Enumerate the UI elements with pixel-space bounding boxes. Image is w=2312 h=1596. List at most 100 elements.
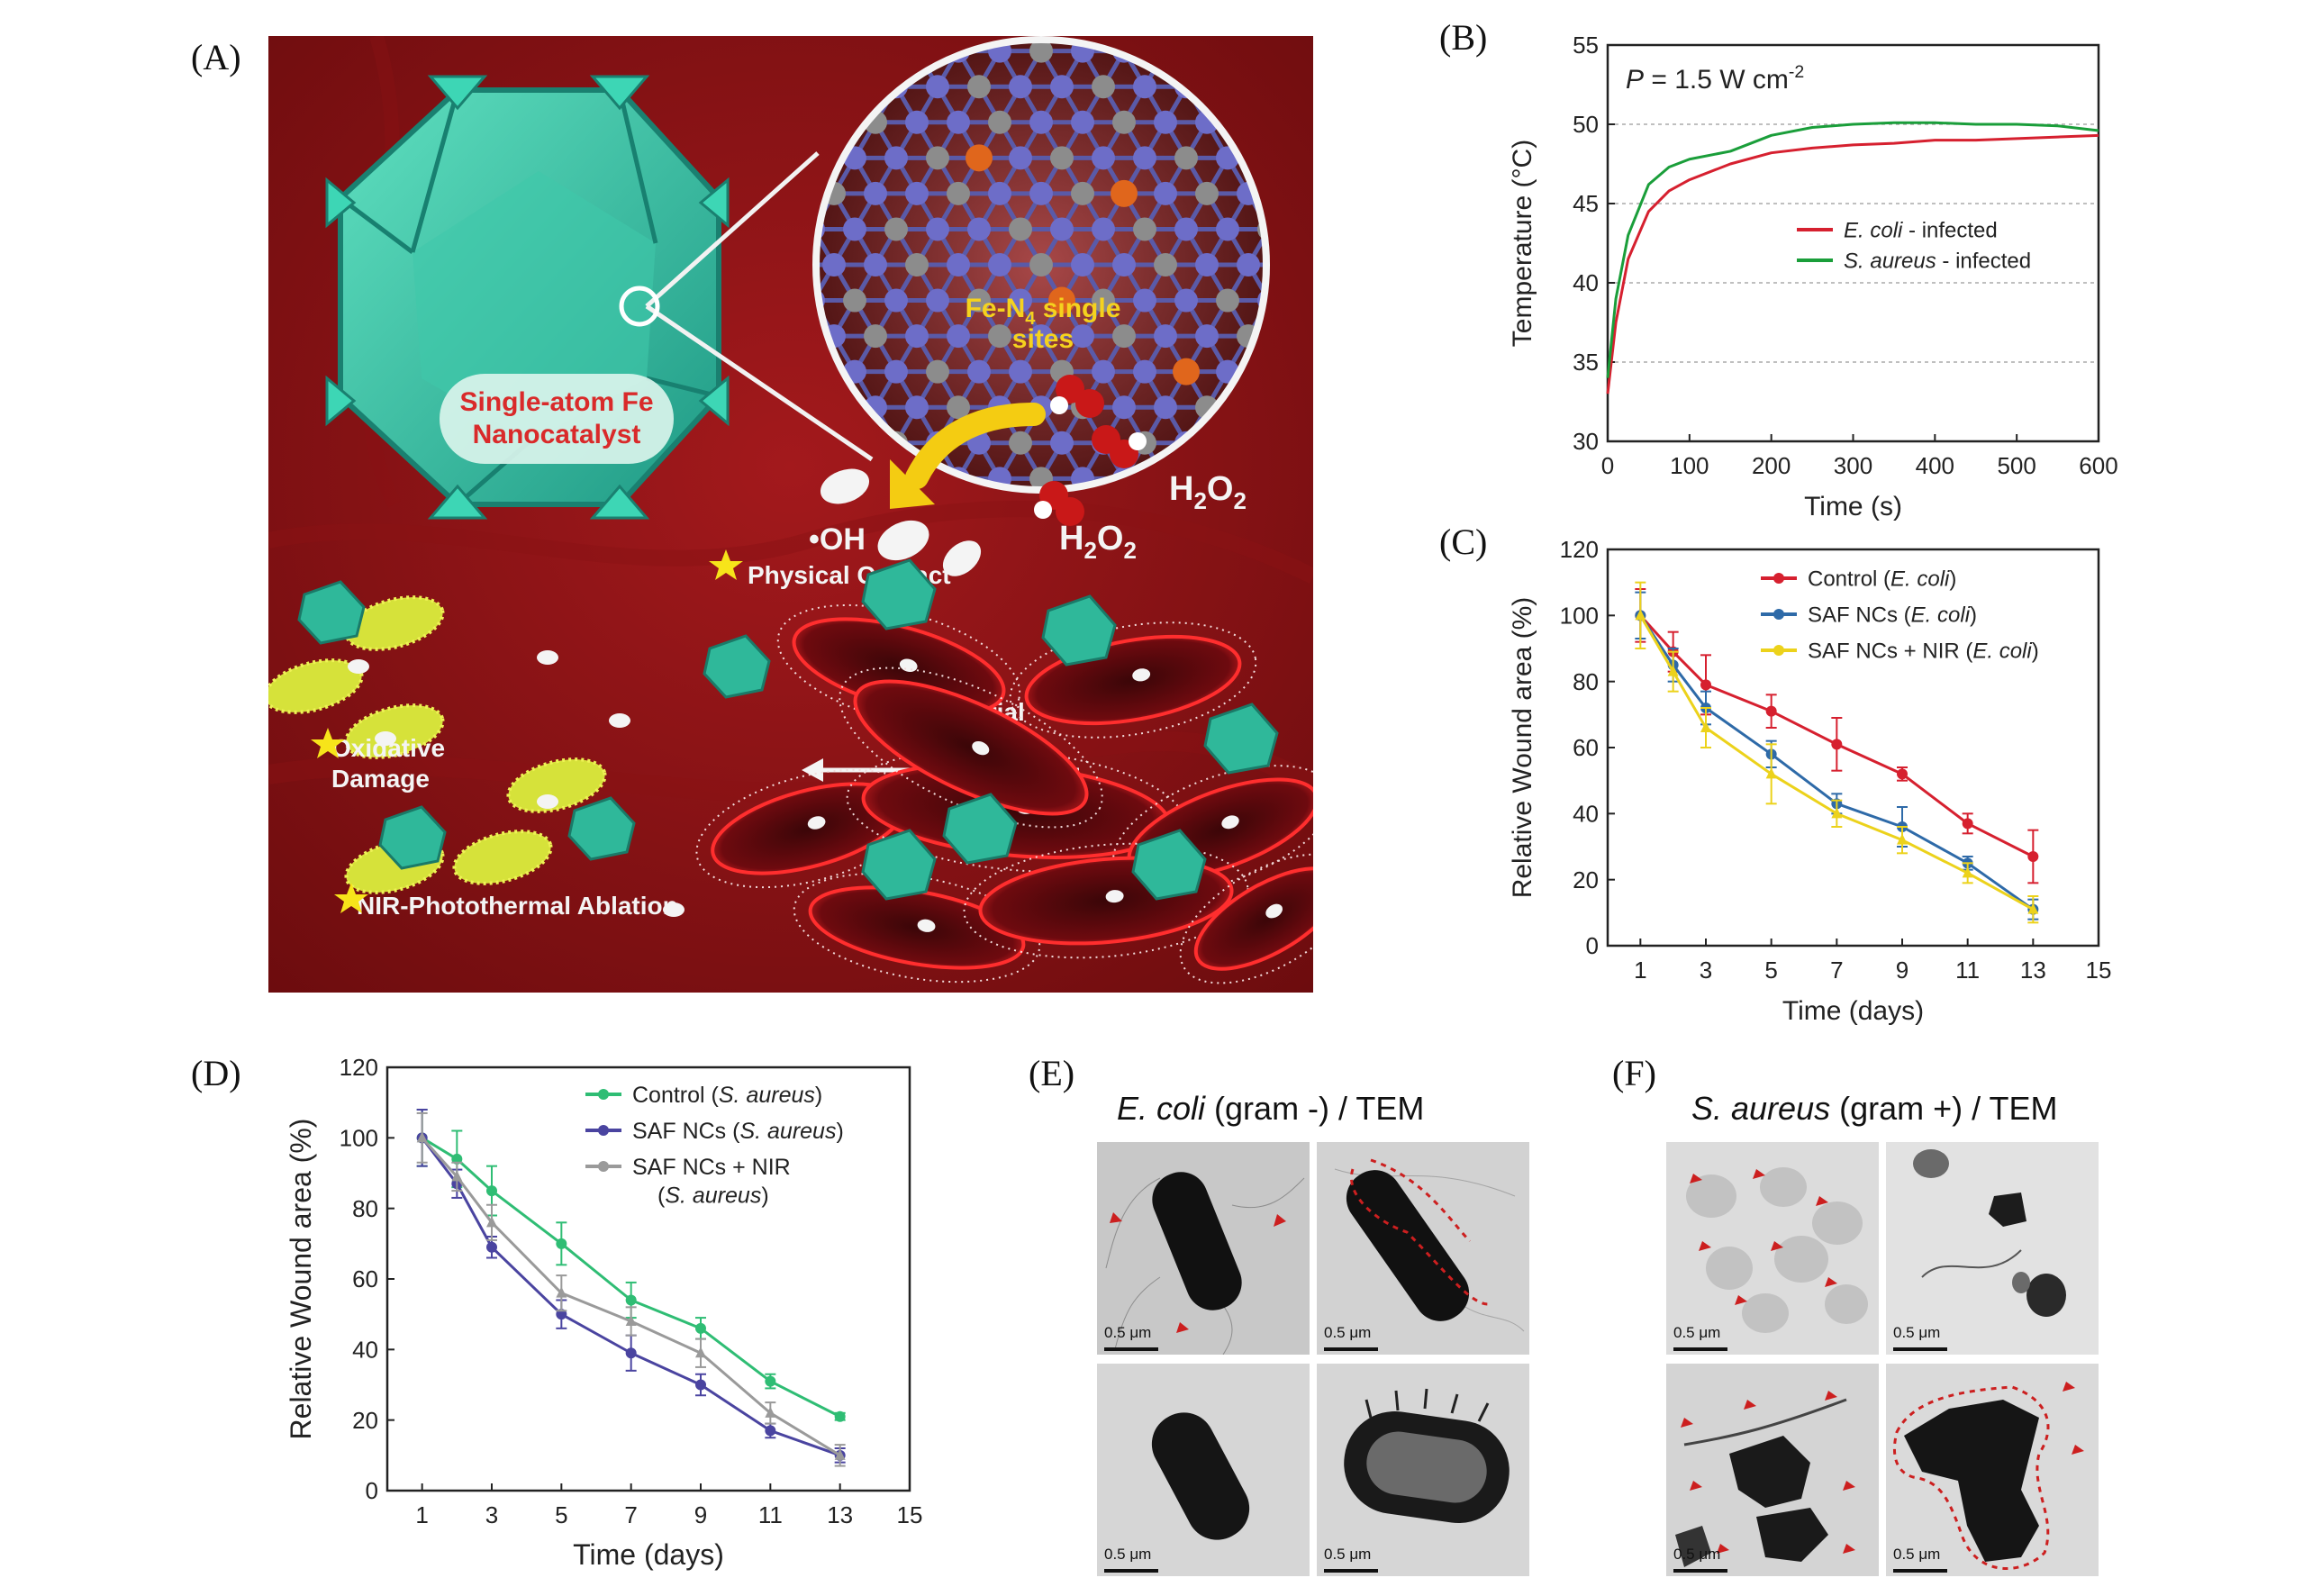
radical-dot	[663, 902, 685, 917]
scale-label: 0.5 μm	[1104, 1324, 1152, 1341]
lattice-atom	[1174, 288, 1198, 313]
scale-label: 0.5 μm	[1893, 1324, 1941, 1341]
x-tick-label: 0	[1601, 452, 1614, 479]
damaged-bacterium	[344, 703, 445, 759]
y-tick-label: 80	[352, 1195, 378, 1222]
data-point	[556, 1286, 567, 1298]
oxidative-label-line1: Oxidative	[331, 734, 445, 762]
y-tick-label: 20	[1573, 866, 1599, 893]
lattice-atom	[967, 359, 991, 384]
lattice-atom	[1009, 146, 1032, 170]
y-tick-label: 55	[1573, 32, 1599, 59]
lattice-atom	[1009, 75, 1032, 99]
data-point	[695, 1347, 706, 1358]
lattice-atom	[1029, 110, 1053, 134]
bacteria-cluster	[695, 558, 1357, 984]
lattice-atom	[1112, 324, 1136, 349]
y-tick-label: 120	[340, 1054, 378, 1081]
zoom-origin-circle	[619, 286, 660, 327]
x-tick-label: 5	[1764, 957, 1777, 984]
x-tick-label: 15	[897, 1501, 923, 1528]
data-point	[486, 1216, 497, 1228]
scale-bar	[1324, 1347, 1378, 1351]
nanocatalyst-particle	[378, 805, 447, 870]
x-tick-label: 7	[624, 1501, 637, 1528]
tem-e-image-2: 0.5 μm	[1317, 1142, 1529, 1355]
tem-e-image-3: 0.5 μm	[1097, 1364, 1310, 1576]
data-point	[834, 1410, 846, 1422]
data-point	[834, 1448, 846, 1460]
lattice-atom	[1154, 324, 1177, 349]
series-line-0	[1639, 614, 2035, 858]
oxidative-label-line2: Damage	[331, 765, 430, 793]
tem-f-image-3: 0.5 μm	[1666, 1364, 1879, 1576]
x-tick-label: 15	[2086, 957, 2112, 984]
radical-dot	[609, 713, 630, 728]
x-tick-label: 600	[2079, 452, 2117, 479]
lattice-atom	[1071, 110, 1094, 134]
lattice-atom	[967, 288, 991, 313]
lattice-atom	[1174, 217, 1198, 241]
data-point	[1700, 721, 1711, 732]
lattice-atom	[1154, 253, 1177, 277]
data-point	[625, 1347, 637, 1359]
lattice-atom	[1009, 431, 1032, 455]
scale-label: 0.5 μm	[1324, 1324, 1372, 1341]
hydroxyl-label: •OH	[809, 522, 866, 557]
lattice-atom	[1050, 75, 1074, 99]
scale-bar	[1104, 1347, 1158, 1351]
data-point	[695, 1379, 706, 1391]
lattice-atom	[1133, 359, 1156, 384]
lattice-atom	[1092, 359, 1115, 384]
data-point	[1700, 679, 1711, 691]
lattice-atom	[905, 395, 929, 420]
lattice-atom	[905, 181, 929, 205]
chart-annotation: P = 1.5 W cm-2	[1626, 62, 1804, 95]
data-point	[765, 1375, 776, 1387]
y-tick-label: 0	[366, 1477, 378, 1504]
lattice-atom	[1154, 395, 1177, 420]
legend-label: SAF NCs + NIR (S. aureus)	[632, 1155, 791, 1208]
catalyst-label-line2: Nanocatalyst	[473, 420, 641, 449]
lattice-atom	[843, 288, 866, 313]
lattice-atom	[1195, 253, 1219, 277]
y-tick-label: 0	[1586, 932, 1599, 959]
x-tick-label: 1	[1634, 957, 1646, 984]
lattice-atom	[1092, 288, 1115, 313]
radical-dot	[537, 650, 558, 665]
y-tick-label: 20	[352, 1407, 378, 1434]
x-tick-label: 300	[1834, 452, 1872, 479]
data-point	[625, 1315, 637, 1326]
star-icons	[311, 549, 743, 913]
lattice-atom	[1092, 217, 1115, 241]
catalyst-label-pill	[440, 374, 674, 464]
damaged-bacterium	[263, 658, 364, 714]
lattice-atom	[1174, 146, 1198, 170]
lattice-atom	[1154, 181, 1177, 205]
lattice-atom	[1029, 253, 1053, 277]
lattice-atom	[884, 288, 908, 313]
lattice-atom	[1009, 359, 1032, 384]
y-tick-label: 120	[1560, 536, 1599, 563]
panel-label-e: (E)	[1029, 1053, 1075, 1093]
x-tick-label: 9	[1896, 957, 1909, 984]
lattice-atom	[926, 75, 949, 99]
x-axis-label: Time (days)	[1782, 996, 1924, 1026]
data-point	[1765, 705, 1777, 717]
data-point	[625, 1294, 637, 1306]
y-tick-label: 60	[1573, 734, 1599, 761]
y-tick-label: 30	[1573, 428, 1599, 455]
legend-label: SAF NCs + NIR (E. coli)	[1808, 639, 2039, 664]
scale-bar	[1893, 1347, 1947, 1351]
panel-label-f: (F)	[1612, 1053, 1656, 1093]
lattice-atom	[947, 324, 970, 349]
y-axis-label: Temperature (°C)	[1508, 140, 1537, 347]
data-point	[416, 1131, 428, 1143]
series-line-1	[1606, 121, 2099, 378]
data-point	[1897, 833, 1908, 845]
lattice-atom	[843, 217, 866, 241]
x-tick-label: 5	[555, 1501, 567, 1528]
series-line-0	[421, 1137, 841, 1419]
fe-atom	[1173, 358, 1200, 385]
tem-f-image-4: 0.5 μm	[1886, 1364, 2099, 1576]
